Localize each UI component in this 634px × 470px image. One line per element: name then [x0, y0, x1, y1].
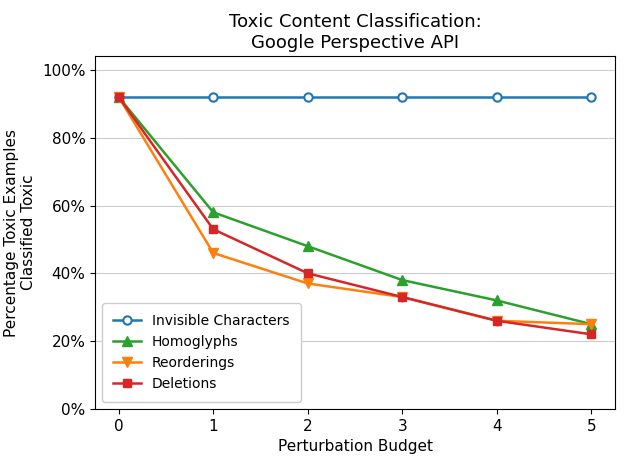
Homoglyphs [399, 277, 406, 283]
Deletions [115, 94, 122, 100]
Deletions [304, 271, 311, 276]
Line: Deletions: Deletions [115, 93, 595, 338]
Invisible Characters [588, 94, 595, 100]
Homoglyphs [209, 210, 217, 215]
Line: Reorderings: Reorderings [114, 92, 596, 329]
Legend: Invisible Characters, Homoglyphs, Reorderings, Deletions: Invisible Characters, Homoglyphs, Reorde… [102, 303, 301, 402]
Y-axis label: Percentage Toxic Examples
Classified Toxic: Percentage Toxic Examples Classified Tox… [4, 129, 36, 337]
Homoglyphs [588, 321, 595, 327]
Invisible Characters [493, 94, 501, 100]
Invisible Characters [399, 94, 406, 100]
Reorderings [399, 294, 406, 300]
X-axis label: Perturbation Budget: Perturbation Budget [278, 439, 432, 454]
Reorderings [493, 318, 501, 323]
Reorderings [304, 281, 311, 286]
Homoglyphs [115, 94, 122, 100]
Reorderings [209, 250, 217, 256]
Title: Toxic Content Classification:
Google Perspective API: Toxic Content Classification: Google Per… [229, 13, 481, 52]
Invisible Characters [304, 94, 311, 100]
Deletions [588, 331, 595, 337]
Invisible Characters [209, 94, 217, 100]
Deletions [209, 227, 217, 232]
Reorderings [588, 321, 595, 327]
Reorderings [115, 94, 122, 100]
Homoglyphs [493, 298, 501, 303]
Homoglyphs [304, 243, 311, 249]
Line: Homoglyphs: Homoglyphs [114, 92, 596, 329]
Invisible Characters [115, 94, 122, 100]
Deletions [493, 318, 501, 323]
Line: Invisible Characters: Invisible Characters [115, 93, 595, 101]
Deletions [399, 294, 406, 300]
